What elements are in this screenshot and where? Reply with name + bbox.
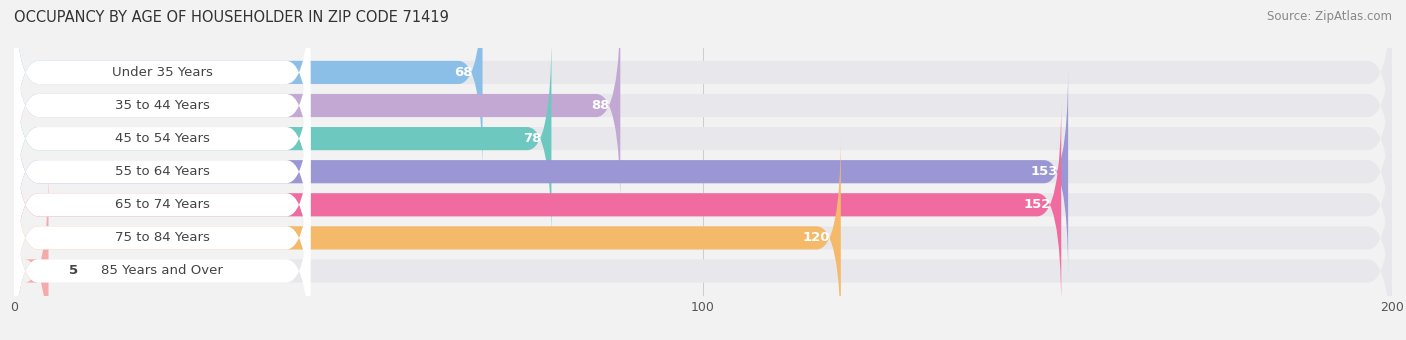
Text: 45 to 54 Years: 45 to 54 Years — [115, 132, 209, 145]
FancyBboxPatch shape — [14, 101, 311, 309]
FancyBboxPatch shape — [14, 0, 482, 177]
Text: Source: ZipAtlas.com: Source: ZipAtlas.com — [1267, 10, 1392, 23]
FancyBboxPatch shape — [14, 101, 1062, 309]
Text: 68: 68 — [454, 66, 472, 79]
Text: 88: 88 — [592, 99, 610, 112]
Text: 5: 5 — [69, 265, 79, 277]
FancyBboxPatch shape — [14, 34, 551, 243]
FancyBboxPatch shape — [14, 101, 1392, 309]
FancyBboxPatch shape — [14, 67, 311, 276]
Text: 55 to 64 Years: 55 to 64 Years — [115, 165, 209, 178]
Text: 153: 153 — [1031, 165, 1057, 178]
Text: 65 to 74 Years: 65 to 74 Years — [115, 198, 209, 211]
FancyBboxPatch shape — [14, 1, 311, 210]
FancyBboxPatch shape — [14, 67, 1392, 276]
FancyBboxPatch shape — [14, 34, 1392, 243]
FancyBboxPatch shape — [14, 167, 311, 340]
FancyBboxPatch shape — [14, 1, 620, 210]
FancyBboxPatch shape — [14, 67, 1069, 276]
Text: 120: 120 — [803, 232, 831, 244]
Text: 85 Years and Over: 85 Years and Over — [101, 265, 224, 277]
Text: 75 to 84 Years: 75 to 84 Years — [115, 232, 209, 244]
FancyBboxPatch shape — [14, 134, 841, 340]
FancyBboxPatch shape — [14, 167, 1392, 340]
Text: 78: 78 — [523, 132, 541, 145]
FancyBboxPatch shape — [14, 167, 48, 340]
Text: Under 35 Years: Under 35 Years — [111, 66, 212, 79]
Text: OCCUPANCY BY AGE OF HOUSEHOLDER IN ZIP CODE 71419: OCCUPANCY BY AGE OF HOUSEHOLDER IN ZIP C… — [14, 10, 449, 25]
FancyBboxPatch shape — [14, 34, 311, 243]
Text: 152: 152 — [1024, 198, 1050, 211]
FancyBboxPatch shape — [14, 0, 311, 177]
FancyBboxPatch shape — [14, 134, 311, 340]
FancyBboxPatch shape — [14, 0, 1392, 177]
FancyBboxPatch shape — [14, 1, 1392, 210]
FancyBboxPatch shape — [14, 134, 1392, 340]
Text: 35 to 44 Years: 35 to 44 Years — [115, 99, 209, 112]
